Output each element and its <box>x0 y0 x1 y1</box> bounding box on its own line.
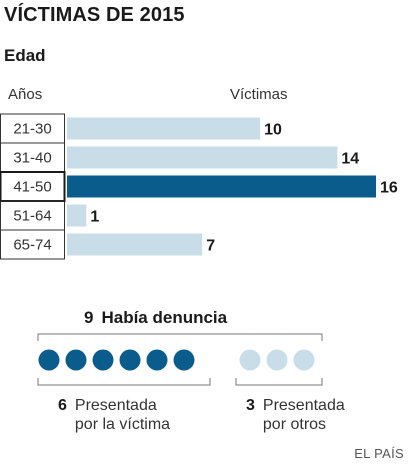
dot-victim <box>65 349 87 371</box>
bracket-total <box>37 333 323 341</box>
age-label: 51-64 <box>13 208 51 225</box>
value-label: 1 <box>90 209 99 226</box>
bar-chart: 21-30 10 31-40 14 41-50 16 51-64 1 65-74 7 <box>0 113 398 260</box>
denuncia-total: 9 <box>84 308 94 327</box>
value-label: 7 <box>206 238 215 255</box>
group-line1-others: Presentada <box>262 397 345 414</box>
group-line2-victim: por la víctima <box>74 416 171 433</box>
value-label: 14 <box>341 151 359 168</box>
denuncia-dots <box>38 349 315 371</box>
value-label: 10 <box>264 122 282 139</box>
dot-victim <box>173 349 195 371</box>
group-label-others: 3 Presentada por otros <box>246 396 345 434</box>
dot-victim <box>92 349 114 371</box>
dot-others <box>266 349 288 371</box>
age-label: 41-50 <box>13 179 51 196</box>
dot-victim <box>38 349 60 371</box>
value-label: 16 <box>380 180 398 197</box>
bar <box>67 204 87 227</box>
victims-column-header: Víctimas <box>230 86 288 103</box>
group-count-victim: 6 <box>58 397 67 414</box>
age-label: 21-30 <box>13 121 51 138</box>
bar <box>67 117 261 140</box>
source-credit: EL PAÍS <box>354 446 404 461</box>
age-label: 65-74 <box>13 237 51 254</box>
denuncia-brackets <box>37 333 323 386</box>
dot-victim <box>119 349 141 371</box>
chart-title: VÍCTIMAS DE 2015 <box>4 4 185 26</box>
bar <box>67 233 203 256</box>
bracket-victim <box>37 378 211 386</box>
group-line2-others: por otros <box>262 416 327 433</box>
group-count-others: 3 <box>246 397 255 414</box>
bar <box>67 146 338 169</box>
denuncia-title: 9 Había denuncia <box>84 308 227 328</box>
dot-others <box>293 349 315 371</box>
group-label-victim: 6 Presentada por la víctima <box>58 396 170 434</box>
dot-others <box>239 349 261 371</box>
chart-subtitle: Edad <box>4 46 46 65</box>
bracket-others <box>235 378 323 386</box>
group-line1-victim: Presentada <box>74 397 157 414</box>
denuncia-label: Había denuncia <box>101 308 228 327</box>
bar <box>67 175 376 198</box>
dot-victim <box>146 349 168 371</box>
age-column-header: Años <box>8 86 43 103</box>
age-label: 31-40 <box>13 150 51 167</box>
